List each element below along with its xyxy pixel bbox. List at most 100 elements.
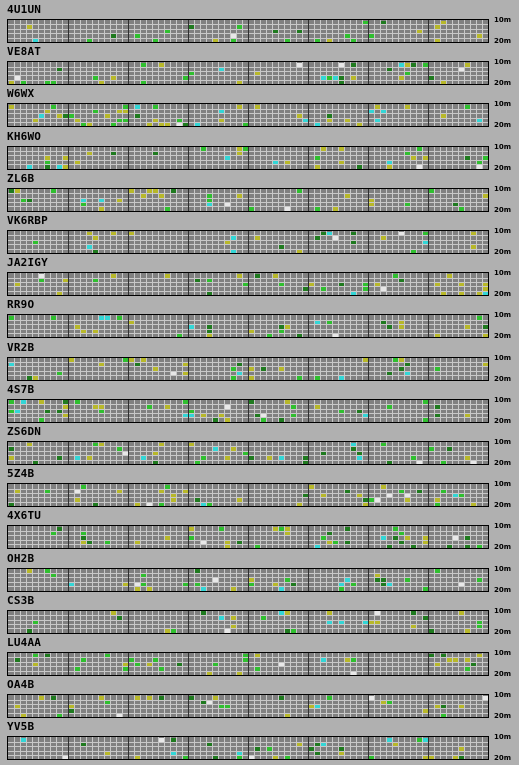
grid-col-line: [404, 442, 405, 464]
grid-col-line: [254, 568, 255, 591]
grid-col-line: [464, 610, 465, 633]
grid-col-line: [422, 315, 423, 338]
grid-col-line: [332, 653, 333, 675]
signal-cell: [386, 582, 392, 587]
signal-cell: [482, 362, 488, 367]
grid-col-line: [44, 315, 45, 338]
signal-cell: [134, 586, 140, 591]
signal-cell: [182, 413, 188, 418]
signal-cell: [446, 544, 452, 549]
signal-cell: [32, 240, 38, 245]
grid-hour-line: [308, 104, 309, 127]
grid-col-line: [80, 188, 81, 211]
grid-col-line: [464, 273, 465, 296]
signal-cell: [116, 198, 122, 203]
signal-cell: [398, 278, 404, 283]
grid-col-line: [278, 104, 279, 127]
signal-cell: [314, 206, 320, 211]
grid-hour-line: [368, 315, 369, 338]
signal-cell: [380, 484, 386, 489]
signal-cell: [206, 193, 212, 198]
grid-col-line: [140, 357, 141, 380]
grid-col-line: [236, 399, 237, 422]
grid-col-line: [56, 695, 57, 718]
grid-col-line: [134, 62, 135, 85]
grid-col-line: [164, 526, 165, 549]
grid-col-line: [212, 146, 213, 169]
band-label-20m: 20m: [494, 332, 512, 341]
grid-col-line: [146, 484, 147, 507]
signal-cell: [470, 460, 476, 464]
signal-cell: [248, 366, 254, 371]
grid-col-line: [392, 146, 393, 169]
signal-cell: [362, 20, 368, 25]
grid-col-line: [38, 737, 39, 760]
signal-cell: [32, 460, 38, 464]
grid-hour-line: [68, 484, 69, 507]
signal-cell: [452, 535, 458, 540]
signal-cell: [86, 38, 92, 42]
grid-col-line: [92, 62, 93, 85]
grid-hour-line: [68, 20, 69, 42]
grid-col-line: [218, 442, 219, 464]
grid-col-line: [422, 62, 423, 85]
grid-col-line: [236, 62, 237, 85]
grid-hour-line: [128, 484, 129, 507]
signal-cell: [476, 315, 482, 320]
signal-cell: [320, 451, 326, 456]
grid-col-line: [440, 484, 441, 507]
signal-cell: [458, 291, 464, 296]
grid-col-line: [140, 399, 141, 422]
grid-col-line: [350, 610, 351, 633]
grid-col-line: [398, 610, 399, 633]
signal-cell: [476, 160, 482, 165]
grid-col-line: [296, 568, 297, 591]
grid-col-line: [176, 610, 177, 633]
signal-cell: [374, 573, 380, 578]
grid-col-line: [140, 315, 141, 338]
signal-cell: [218, 704, 224, 709]
signal-cell: [56, 291, 62, 296]
signal-cell: [110, 122, 116, 127]
grid-hour-line: [308, 231, 309, 253]
grid-col-line: [362, 20, 363, 42]
signal-cell: [224, 544, 230, 549]
grid-col-line: [146, 20, 147, 42]
grid-col-line: [356, 568, 357, 591]
grid-col-line: [410, 188, 411, 211]
grid-col-line: [86, 442, 87, 464]
signal-cell: [476, 164, 482, 169]
signal-cell: [284, 526, 290, 531]
grid-col-line: [380, 399, 381, 422]
grid-col-line: [182, 62, 183, 85]
signal-cell: [74, 489, 80, 494]
grid-col-line: [482, 484, 483, 507]
signal-cell: [98, 695, 104, 700]
grid-col-line: [434, 442, 435, 464]
signal-cell: [248, 400, 254, 405]
grid-col-line: [122, 399, 123, 422]
grid-col-line: [122, 610, 123, 633]
grid-col-line: [380, 20, 381, 42]
signal-cell: [146, 502, 152, 507]
band-label-20m: 20m: [494, 627, 512, 636]
signal-cell: [242, 451, 248, 456]
grid-col-line: [410, 104, 411, 127]
grid-col-line: [380, 231, 381, 253]
grid-col-line: [38, 357, 39, 380]
grid-col-line: [50, 62, 51, 85]
grid-col-line: [170, 695, 171, 718]
grid-col-line: [140, 20, 141, 42]
grid-col-line: [326, 526, 327, 549]
station-callsign: 5Z4B: [7, 467, 35, 481]
grid-col-line: [338, 188, 339, 211]
grid-col-line: [434, 568, 435, 591]
grid-col-line: [272, 20, 273, 42]
grid-col-line: [290, 610, 291, 633]
grid-col-line: [434, 188, 435, 211]
grid-col-line: [482, 315, 483, 338]
signal-cell: [38, 113, 44, 118]
grid-col-line: [404, 188, 405, 211]
signal-cell: [158, 122, 164, 127]
grid-col-line: [182, 357, 183, 380]
